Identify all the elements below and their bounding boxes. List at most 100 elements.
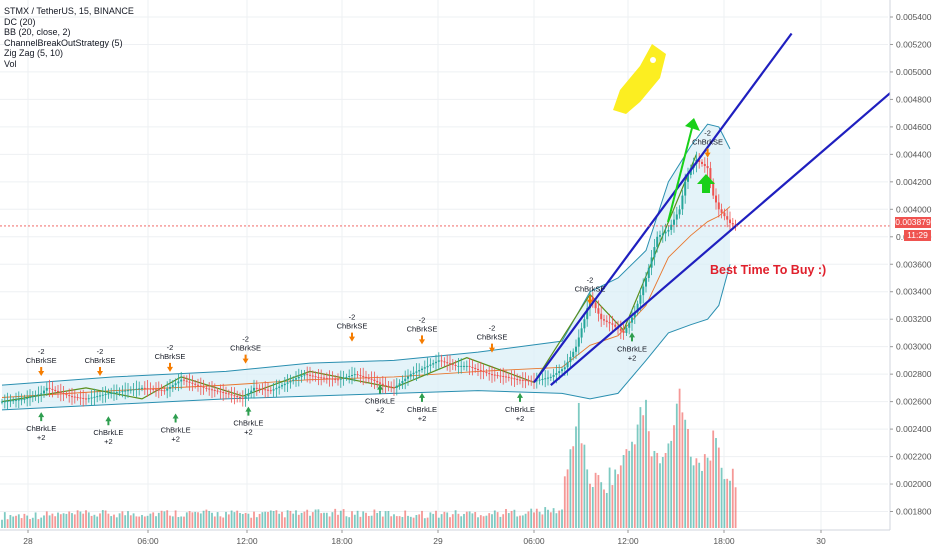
candle[interactable] (169, 386, 171, 389)
candle[interactable] (717, 202, 720, 210)
candle[interactable] (101, 394, 104, 396)
candle[interactable] (552, 374, 555, 377)
candle[interactable] (177, 381, 180, 384)
candle[interactable] (143, 387, 146, 389)
candle[interactable] (435, 361, 437, 364)
candle[interactable] (339, 378, 342, 380)
candle[interactable] (155, 389, 157, 391)
candle[interactable] (45, 387, 48, 391)
candle[interactable] (26, 397, 29, 399)
candle[interactable] (633, 312, 636, 318)
candle[interactable] (107, 393, 110, 395)
candle[interactable] (572, 351, 575, 357)
candle[interactable] (437, 360, 440, 362)
candle[interactable] (194, 383, 197, 385)
candle[interactable] (48, 387, 51, 389)
candle[interactable] (479, 370, 482, 372)
candle[interactable] (647, 267, 650, 278)
candle[interactable] (510, 377, 513, 379)
candle[interactable] (267, 389, 269, 391)
candle[interactable] (180, 379, 183, 382)
candle[interactable] (628, 322, 631, 328)
candle[interactable] (706, 166, 709, 169)
candle[interactable] (219, 391, 222, 393)
candle[interactable] (468, 365, 471, 367)
candle[interactable] (605, 320, 608, 322)
candle[interactable] (141, 387, 143, 389)
candle[interactable] (124, 390, 127, 392)
candle[interactable] (272, 389, 275, 391)
candle[interactable] (191, 382, 194, 384)
candle[interactable] (611, 323, 614, 325)
candle[interactable] (359, 375, 362, 377)
candle[interactable] (269, 390, 272, 392)
candle[interactable] (227, 393, 230, 395)
candle[interactable] (409, 374, 412, 377)
candle[interactable] (457, 365, 460, 367)
candle[interactable] (59, 392, 62, 394)
candle[interactable] (412, 372, 415, 375)
candle[interactable] (698, 159, 701, 162)
candle[interactable] (306, 374, 309, 376)
candle[interactable] (547, 377, 549, 379)
candle[interactable] (524, 380, 527, 382)
candle[interactable] (351, 375, 353, 377)
candle[interactable] (432, 363, 435, 365)
candle[interactable] (460, 365, 463, 367)
candle[interactable] (96, 396, 99, 398)
candle[interactable] (57, 390, 59, 393)
candle[interactable] (631, 317, 633, 323)
candle[interactable] (597, 308, 600, 314)
candle[interactable] (404, 378, 407, 382)
candle[interactable] (577, 337, 580, 347)
candle[interactable] (482, 371, 485, 373)
candle[interactable] (250, 390, 253, 394)
candle[interactable] (502, 375, 505, 377)
candle[interactable] (261, 388, 264, 390)
candle[interactable] (558, 371, 561, 374)
candle[interactable] (99, 395, 101, 397)
candle[interactable] (723, 212, 726, 217)
candle[interactable] (591, 297, 594, 303)
candle[interactable] (398, 383, 401, 386)
candle[interactable] (583, 319, 586, 329)
candle[interactable] (418, 370, 421, 372)
candle[interactable] (37, 394, 40, 396)
candle[interactable] (729, 219, 731, 224)
candle[interactable] (379, 382, 381, 384)
candle[interactable] (297, 376, 300, 379)
candle[interactable] (678, 209, 681, 215)
candle[interactable] (146, 388, 149, 390)
candle[interactable] (163, 390, 166, 392)
candle[interactable] (488, 373, 491, 375)
candle[interactable] (222, 392, 225, 394)
candle[interactable] (348, 375, 351, 377)
candle[interactable] (171, 385, 174, 387)
candle[interactable] (51, 388, 54, 390)
candle[interactable] (703, 163, 706, 167)
candle[interactable] (449, 363, 451, 365)
candle[interactable] (129, 389, 132, 391)
candle[interactable] (614, 324, 617, 327)
candle[interactable] (253, 387, 255, 391)
candle[interactable] (446, 362, 449, 364)
candle[interactable] (62, 393, 65, 395)
candle[interactable] (73, 396, 76, 398)
candle[interactable] (656, 236, 659, 248)
candle[interactable] (465, 365, 468, 367)
candle[interactable] (381, 383, 384, 386)
candle[interactable] (659, 235, 661, 237)
candle[interactable] (491, 374, 493, 376)
candle[interactable] (731, 223, 734, 225)
candle[interactable] (314, 376, 317, 378)
candle[interactable] (384, 385, 387, 387)
candle[interactable] (20, 399, 23, 401)
candle[interactable] (40, 393, 43, 395)
candle[interactable] (681, 195, 684, 210)
candle[interactable] (569, 356, 572, 363)
candle[interactable] (376, 381, 379, 383)
candle[interactable] (720, 209, 723, 213)
candle[interactable] (429, 364, 432, 366)
candle[interactable] (90, 397, 93, 399)
candle[interactable] (345, 376, 348, 378)
